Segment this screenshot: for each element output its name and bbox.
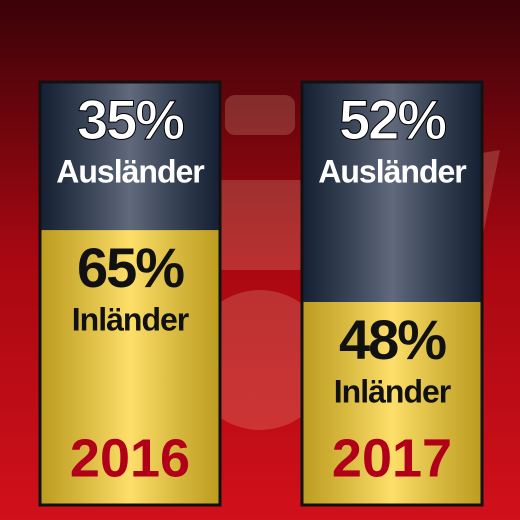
x-tick-label: 2016	[70, 428, 190, 488]
data-label: 65%	[77, 236, 184, 299]
bar-shading	[40, 82, 220, 231]
series-label: Ausländer	[318, 153, 466, 189]
x-tick-label: 2017	[332, 428, 452, 488]
bar-outline	[300, 80, 484, 507]
bar-shading	[302, 82, 482, 302]
bar-shading	[40, 230, 220, 506]
series-label: Ausländer	[56, 153, 204, 189]
data-label: 35%	[77, 88, 184, 151]
bar-outline	[38, 80, 222, 507]
data-label: 52%	[339, 88, 446, 151]
series-label: Inländer	[72, 302, 189, 338]
data-label: 48%	[339, 308, 446, 371]
series-label: Inländer	[334, 373, 451, 409]
bar-shading	[302, 301, 482, 505]
